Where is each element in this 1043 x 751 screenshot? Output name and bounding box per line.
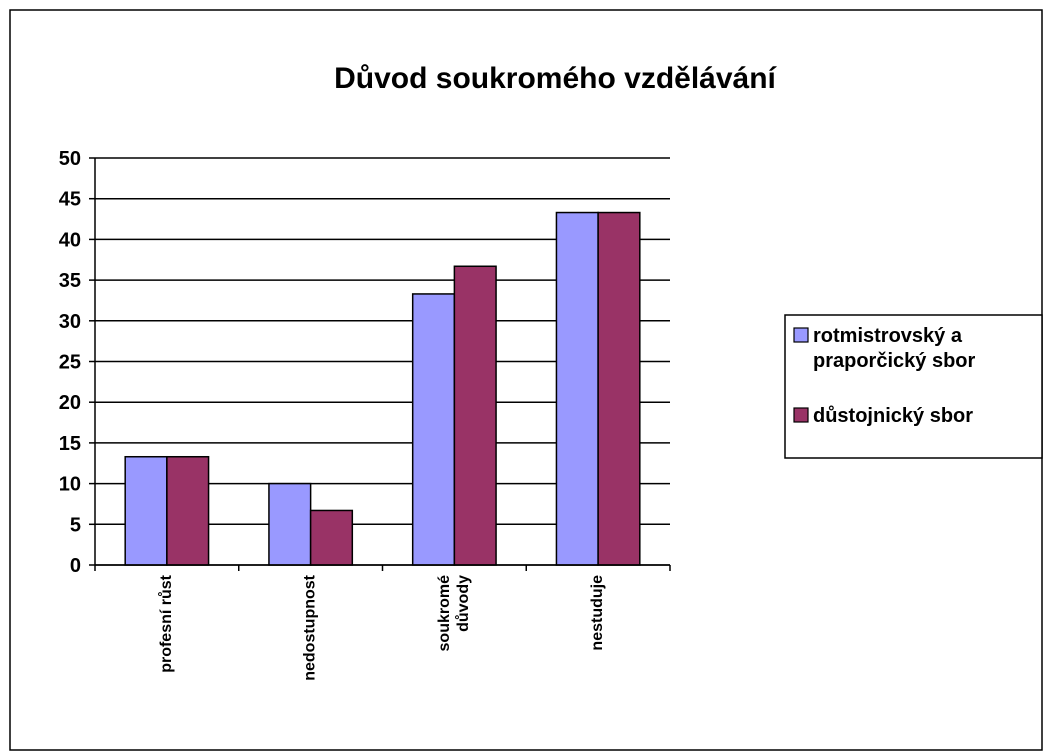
bar: [166, 455, 210, 566]
legend-label: důstojnický sbor: [813, 405, 973, 427]
bar: [555, 211, 599, 566]
bar: [453, 265, 497, 566]
y-tick-label: 0: [70, 555, 81, 577]
legend-swatch: [793, 407, 809, 423]
bar: [411, 293, 456, 566]
legend-label: rotmistrovský a praporčický sbor: [813, 325, 976, 372]
x-tick-label: nedostupnost: [302, 574, 319, 680]
y-tick-label: 15: [59, 433, 81, 455]
x-tick-label: soukromé důvody: [436, 575, 472, 652]
x-tick-label: nestuduje: [589, 575, 606, 651]
x-tick-label: profesní růst: [158, 574, 175, 672]
legend-box: [784, 314, 1043, 459]
bar: [597, 211, 641, 566]
y-tick-label: 20: [59, 392, 81, 414]
legend-swatch: [793, 327, 809, 343]
y-tick-label: 10: [59, 474, 81, 496]
y-tick-label: 50: [59, 148, 81, 170]
bar: [124, 455, 168, 566]
y-tick-label: 45: [59, 189, 81, 211]
bar: [309, 509, 354, 566]
y-tick-label: 25: [59, 352, 81, 374]
y-tick-label: 40: [59, 229, 81, 251]
y-tick-label: 35: [59, 270, 81, 292]
y-tick-label: 30: [59, 311, 81, 333]
chart-title: Důvod soukromého vzdělávání: [334, 62, 777, 95]
y-tick-label: 5: [70, 514, 81, 536]
bar: [268, 482, 312, 566]
